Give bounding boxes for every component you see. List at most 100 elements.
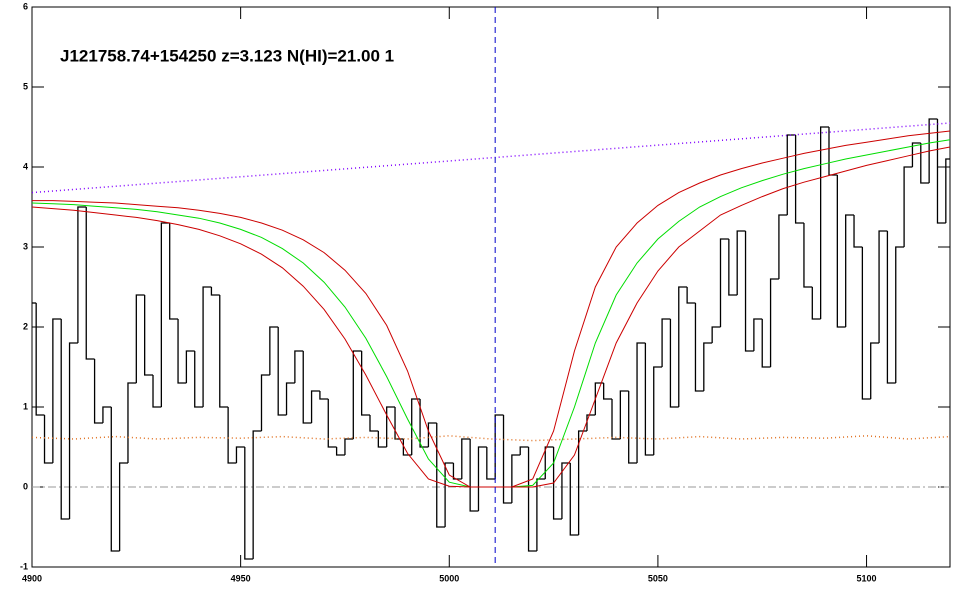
flux-step — [945, 158, 950, 223]
flux-step — [210, 287, 220, 296]
flux-step — [302, 351, 312, 424]
flux-step — [335, 447, 345, 456]
flux-step — [661, 318, 671, 367]
flux-step — [903, 166, 913, 247]
flux-step — [68, 342, 78, 519]
flux-step — [461, 438, 471, 479]
flux-step — [394, 407, 404, 440]
flux-step — [277, 327, 287, 416]
flux-step — [194, 351, 204, 408]
flux-step — [719, 238, 729, 327]
flux-step — [761, 319, 771, 368]
y-tick-label: -1 — [20, 561, 28, 571]
flux-step — [694, 303, 704, 392]
model-line — [31, 122, 951, 194]
flux-step — [828, 127, 838, 176]
flux-step — [561, 462, 571, 519]
y-tick-label: 4 — [23, 161, 28, 171]
flux-step — [794, 135, 804, 224]
flux-step — [327, 399, 337, 448]
flux-step — [310, 390, 320, 423]
flux-step — [511, 454, 521, 503]
flux-step — [853, 215, 863, 248]
flux-step — [936, 119, 946, 224]
y-tick-label: 0 — [23, 481, 28, 491]
flux-step — [169, 223, 179, 320]
flux-step — [477, 446, 487, 511]
flux-step — [185, 350, 195, 383]
flux-step — [502, 415, 512, 504]
flux-step — [269, 326, 279, 375]
flux-step — [644, 343, 654, 456]
flux-step — [803, 223, 813, 288]
x-tick-label: 5000 — [439, 573, 459, 583]
x-tick-label: 4950 — [231, 573, 251, 583]
flux-step — [77, 206, 87, 343]
flux-step — [244, 447, 254, 560]
flux-step — [911, 142, 921, 167]
flux-step — [586, 414, 596, 431]
flux-step — [235, 446, 245, 463]
y-tick-label: 2 — [23, 321, 28, 331]
chart-title: J121758.74+154250 z=3.123 N(HI)=21.00 1 — [60, 46, 394, 65]
plot-frame — [31, 6, 951, 568]
flux-step — [895, 246, 905, 383]
flux-step — [411, 398, 421, 455]
flux-step — [252, 430, 262, 559]
flux-step — [352, 350, 362, 439]
flux-step — [603, 383, 613, 400]
flux-step — [753, 318, 763, 351]
flux-step — [744, 231, 754, 352]
x-tick-label: 5050 — [648, 573, 668, 583]
flux-step — [202, 286, 212, 407]
y-tick-label: 6 — [23, 1, 28, 11]
flux-step — [619, 390, 629, 439]
flux-step — [35, 303, 45, 416]
flux-step — [611, 399, 621, 440]
flux-step — [344, 438, 354, 455]
flux-step — [160, 222, 170, 407]
flux-step — [43, 415, 53, 464]
flux-step — [386, 406, 396, 447]
flux-step — [93, 359, 103, 424]
y-tick-label: 5 — [23, 81, 28, 91]
flux-step — [870, 342, 880, 399]
flux-step — [436, 423, 446, 528]
flux-step — [536, 478, 546, 551]
flux-step — [486, 447, 496, 480]
flux-step — [653, 366, 663, 455]
flux-step — [219, 295, 229, 408]
flux-step — [703, 342, 713, 391]
flux-step — [260, 374, 270, 431]
flux-step — [636, 342, 646, 463]
flux-step — [469, 439, 479, 512]
flux-step — [135, 294, 145, 383]
flux-step — [861, 247, 871, 400]
y-tick-label: 3 — [23, 241, 28, 251]
x-tick-label: 4900 — [22, 573, 42, 583]
flux-step — [427, 422, 437, 447]
flux-step — [569, 463, 579, 536]
flux-step — [527, 447, 537, 552]
flux-step — [177, 319, 187, 384]
flux-step — [928, 118, 938, 183]
flux-step — [144, 295, 154, 376]
flux-step — [577, 430, 587, 535]
flux-step — [811, 287, 821, 320]
flux-step — [444, 462, 454, 527]
flux-step — [544, 446, 554, 479]
flux-step — [369, 415, 379, 432]
flux-step — [294, 350, 304, 383]
flux-step — [319, 391, 329, 400]
flux-step — [786, 134, 796, 215]
flux-step — [152, 375, 162, 408]
flux-step — [110, 407, 120, 552]
flux-step — [285, 382, 295, 415]
flux-step — [836, 175, 846, 328]
y-tick-label: 1 — [23, 401, 28, 411]
flux-step — [845, 214, 855, 327]
flux-step — [377, 431, 387, 448]
flux-step — [678, 286, 688, 407]
model-line — [31, 146, 951, 488]
